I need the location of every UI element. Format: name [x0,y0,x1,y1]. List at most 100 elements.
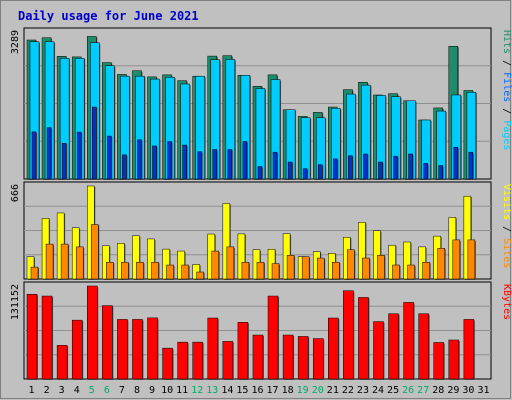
bar-kbytes-day-7 [117,319,128,380]
y-max-label: 666 [10,184,21,202]
x-tick-label-day-2: 2 [44,385,50,396]
bar-pages-day-20 [317,164,323,180]
bar-kbytes-day-8 [132,319,143,380]
bar-kbytes-day-20 [312,338,324,380]
bar-kbytes-day-18 [282,334,294,380]
legend-separator: / [501,54,512,72]
bar-kbytes-day-13 [207,317,219,380]
bar-sites-day-11 [181,264,189,280]
bar-files-day-16 [255,88,266,180]
x-tick-label-day-6: 6 [104,385,110,396]
x-tick-label-day-11: 11 [176,385,188,396]
bar-sites-day-27 [422,261,430,280]
bar-sites-day-16 [256,261,265,280]
x-tick-label-day-10: 10 [161,385,173,396]
bar-kbytes-day-5 [87,285,98,380]
bar-pages-day-11 [182,144,187,180]
bar-sites-day-23 [362,257,370,280]
x-tick-label-day-15: 15 [236,385,248,396]
x-tick-label-day-19: 19 [297,385,309,396]
bar-pages-day-19 [302,168,308,180]
bar-sites-day-9 [151,261,159,280]
x-tick-label-day-28: 28 [432,385,444,396]
x-tick-label-day-5: 5 [89,385,95,396]
bar-kbytes-day-23 [358,297,369,380]
panel-visits-sites: 666 Visits / Sites [10,181,512,280]
x-tick-label-day-20: 20 [312,385,324,396]
bar-sites-day-21 [332,261,340,280]
x-tick-label-day-21: 21 [327,385,339,396]
legend-visits: Visits [501,184,512,220]
bar-pages-day-23 [363,153,368,180]
x-tick-label-day-17: 17 [267,385,279,396]
x-tick-label-day-8: 8 [134,385,140,396]
x-tick-label-day-27: 27 [417,385,429,396]
bar-sites-day-26 [407,264,415,280]
bar-kbytes-day-3 [56,345,68,380]
bar-kbytes-day-19 [297,336,309,380]
bar-kbytes-day-26 [403,302,414,380]
bar-sites-day-29 [452,239,461,280]
bar-sites-day-13 [211,250,220,280]
axis-legend: Visits / Sites [501,184,512,268]
bar-sites-day-25 [392,264,400,280]
bar-sites-day-28 [437,248,445,280]
bar-pages-day-28 [438,165,443,180]
series-pages [31,106,474,180]
axis-legend: Hits / Files / Pages [501,30,512,150]
bar-visits-day-15 [237,233,246,280]
bar-pages-day-18 [287,161,293,180]
x-axis-day-labels: 1 2 3 4 5 6 7 8 9 10 11 12 13 14 15 16 17 18 19 20 21 22 23 24 2… [29,385,490,396]
x-tick-label-day-7: 7 [119,385,125,396]
bar-pages-day-21 [333,158,338,180]
x-tick-label-day-1: 1 [29,385,35,396]
bar-visits-day-14 [222,203,231,280]
bar-kbytes-day-27 [418,313,429,380]
bar-sites-day-8 [136,261,144,280]
bar-pages-day-7 [122,154,127,180]
bar-sites-day-17 [271,263,280,280]
legend-hits: Hits [501,30,512,54]
bar-pages-day-9 [152,145,157,180]
bar-visits-day-12 [192,264,200,280]
bar-kbytes-day-22 [343,290,354,380]
bar-sites-day-7 [121,261,129,280]
bar-kbytes-day-17 [267,295,279,380]
x-tick-label-day-23: 23 [357,385,369,396]
bar-sites-day-4 [75,246,84,280]
bar-kbytes-day-11 [177,341,188,380]
bar-pages-day-26 [408,153,413,180]
bar-kbytes-day-2 [41,295,53,380]
legend-separator: / [501,220,512,238]
bar-pages-day-14 [227,149,233,180]
bar-pages-day-24 [378,161,383,180]
bar-sites-day-19 [301,256,310,280]
bar-sites-day-1 [30,266,39,280]
bar-visits-day-8 [132,235,140,280]
bar-pages-day-25 [393,155,398,180]
bar-pages-day-10 [167,141,172,180]
legend-kbytes: KBytes [501,284,512,320]
bar-pages-day-3 [61,142,67,180]
x-tick-label-day-30: 30 [462,385,474,396]
bar-sites-day-3 [60,243,69,280]
bar-pages-day-30 [468,151,474,180]
bar-kbytes-day-12 [192,341,203,380]
bar-sites-day-12 [196,271,204,280]
bar-sites-day-10 [166,264,174,280]
bar-pages-day-2 [46,127,52,180]
bar-kbytes-day-9 [147,317,158,380]
bar-visits-day-30 [463,195,472,280]
x-tick-label-day-12: 12 [191,385,203,396]
bar-sites-day-2 [45,243,54,280]
panel-kbytes: 131152 KBytes [10,281,512,380]
bar-pages-day-13 [212,149,218,180]
bar-pages-day-8 [137,139,142,180]
axis-legend: KBytes [501,284,512,320]
series-sites [30,224,476,280]
bar-visits-day-9 [147,238,155,280]
x-tick-label-day-31: 31 [477,385,489,396]
bar-pages-day-17 [272,151,278,180]
bar-sites-day-15 [241,261,250,280]
bar-kbytes-day-6 [102,305,113,380]
